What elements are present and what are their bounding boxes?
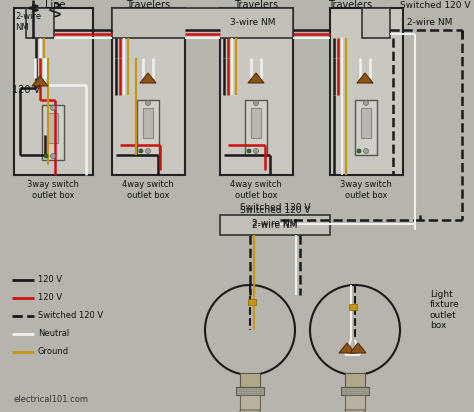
Polygon shape <box>345 410 365 412</box>
Bar <box>26 8 54 38</box>
Bar <box>240 395 260 410</box>
Bar <box>345 373 365 387</box>
Text: 2-wire NM: 2-wire NM <box>252 220 298 229</box>
Bar <box>236 387 264 395</box>
Polygon shape <box>32 76 48 86</box>
Text: Ground: Ground <box>38 347 69 356</box>
Circle shape <box>357 149 361 153</box>
Text: Light
fixture
outlet
box: Light fixture outlet box <box>430 290 460 330</box>
Text: Switched 120 V: Switched 120 V <box>38 311 103 321</box>
Text: Line: Line <box>45 0 65 10</box>
Polygon shape <box>357 73 373 83</box>
Polygon shape <box>140 73 156 83</box>
Text: Travelers: Travelers <box>234 0 278 10</box>
Bar <box>362 8 390 38</box>
Text: Switched 120 V: Switched 120 V <box>240 203 310 211</box>
Bar <box>355 100 377 155</box>
Text: 2-wire NM: 2-wire NM <box>407 17 453 26</box>
Bar <box>341 387 369 395</box>
Polygon shape <box>248 73 264 83</box>
Bar <box>240 373 260 387</box>
Text: 4way switch
outlet box: 4way switch outlet box <box>122 180 174 200</box>
Circle shape <box>205 285 295 375</box>
Bar <box>251 108 261 138</box>
Circle shape <box>146 101 151 105</box>
Text: 4way switch
outlet box: 4way switch outlet box <box>230 180 282 200</box>
Circle shape <box>51 154 55 159</box>
Bar <box>42 105 64 160</box>
Text: 3-wire NM: 3-wire NM <box>230 17 276 26</box>
Text: 120 V: 120 V <box>38 276 62 285</box>
Text: 3way switch
outlet box: 3way switch outlet box <box>27 180 79 200</box>
Text: electrical101.com: electrical101.com <box>14 396 89 405</box>
Text: 2-wire
NM: 2-wire NM <box>15 12 41 32</box>
Bar <box>48 113 58 143</box>
Bar <box>220 215 330 235</box>
Text: 3way switch
outlet box: 3way switch outlet box <box>340 180 392 200</box>
Text: 120 V: 120 V <box>12 85 40 95</box>
Text: 120 V: 120 V <box>38 293 62 302</box>
Polygon shape <box>240 410 260 412</box>
Polygon shape <box>350 343 366 353</box>
Bar <box>361 108 371 138</box>
Bar <box>137 100 159 155</box>
Bar <box>245 100 267 155</box>
Circle shape <box>44 154 48 158</box>
Text: Travelers: Travelers <box>328 0 372 10</box>
Bar <box>345 395 365 410</box>
Bar <box>330 8 403 175</box>
Text: Neutral: Neutral <box>38 330 69 339</box>
Circle shape <box>310 285 400 375</box>
Circle shape <box>254 148 258 154</box>
Circle shape <box>254 101 258 105</box>
Text: Switched 120 V: Switched 120 V <box>240 206 310 215</box>
Circle shape <box>364 101 368 105</box>
Circle shape <box>146 148 151 154</box>
Bar <box>112 8 185 175</box>
Polygon shape <box>339 343 355 353</box>
Circle shape <box>364 148 368 154</box>
Circle shape <box>51 105 55 110</box>
Circle shape <box>247 149 251 153</box>
Bar <box>112 8 293 38</box>
Bar <box>349 304 357 310</box>
Bar <box>220 8 293 175</box>
Text: Switched 120 V: Switched 120 V <box>400 0 470 9</box>
Text: Travelers: Travelers <box>126 0 170 10</box>
Bar <box>143 108 153 138</box>
Bar <box>14 8 93 175</box>
Circle shape <box>139 149 143 153</box>
Text: 2-wire NM: 2-wire NM <box>252 218 298 227</box>
Bar <box>248 299 256 305</box>
